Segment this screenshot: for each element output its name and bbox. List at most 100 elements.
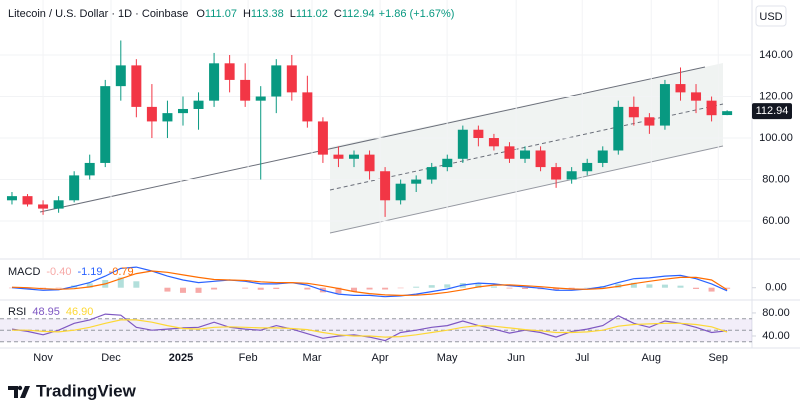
channel-fill <box>330 63 723 233</box>
candle-body <box>395 183 406 201</box>
candle-body <box>691 92 702 101</box>
histogram-bar <box>490 286 497 288</box>
currency-button[interactable] <box>755 5 787 27</box>
last-price-badge <box>752 103 792 120</box>
brand-logo <box>8 385 30 398</box>
histogram-bar <box>117 277 124 288</box>
x-tick-label: Sep <box>708 352 728 364</box>
pane-legend: RSI 48.95 46.90 <box>8 306 93 318</box>
series-line <box>12 319 728 338</box>
candle-body <box>628 106 639 118</box>
histogram-bar <box>8 287 15 289</box>
candle-body <box>582 162 593 172</box>
y-tick-label: 120.00 <box>759 90 793 102</box>
candle-body <box>597 150 608 163</box>
candle-body <box>69 175 80 201</box>
ohlc-label: O <box>196 8 205 20</box>
candle-body <box>240 79 251 101</box>
candle-body <box>722 111 733 116</box>
histogram-bar <box>366 287 373 290</box>
candle-body <box>411 179 422 184</box>
y-tick-label: 80.00 <box>762 173 790 185</box>
candle-body <box>551 167 562 180</box>
y-tick-label: 0.00 <box>765 282 786 294</box>
ohlc-value: 111.02 <box>296 8 328 20</box>
histogram-bar <box>133 281 140 288</box>
histogram-bar <box>693 287 700 289</box>
histogram-bar <box>195 287 202 293</box>
candle-body <box>426 167 437 180</box>
histogram-bar <box>211 287 218 290</box>
histogram-bar <box>630 282 637 288</box>
y-tick-label: 100.00 <box>759 132 793 144</box>
ohlc-value: 111.07 <box>205 8 237 20</box>
candle-body <box>349 154 360 159</box>
candle-body <box>146 106 157 122</box>
candle-body <box>22 196 33 205</box>
candle-body <box>706 100 717 116</box>
legend-value: -1.19 <box>77 266 102 278</box>
histogram-bar <box>382 287 389 290</box>
pane-title: RSI <box>8 306 26 318</box>
histogram-bar <box>304 287 311 290</box>
candle-body <box>286 65 297 93</box>
x-tick-label: Aug <box>641 352 661 364</box>
histogram-bar <box>86 283 93 288</box>
candle-body <box>131 65 142 107</box>
ohlc-label: L <box>290 8 296 20</box>
ohlc-value: 112.94 <box>342 8 375 20</box>
histogram-bar <box>55 287 62 289</box>
histogram-bar <box>397 287 404 289</box>
x-tick-label: Jul <box>575 352 589 364</box>
candle-body <box>193 100 204 109</box>
candle-body <box>177 108 188 114</box>
y-tick-label: 60.00 <box>762 215 790 227</box>
candle-body <box>209 63 220 101</box>
x-tick-label: Nov <box>33 352 53 364</box>
x-tick-label: Mar <box>303 352 322 364</box>
candle-body <box>317 121 328 155</box>
channel-lower <box>329 145 724 234</box>
x-tick-label: May <box>437 352 458 364</box>
candle-body <box>457 129 468 159</box>
y-tick-label: 40.00 <box>762 330 790 342</box>
series-line <box>11 313 728 342</box>
ohlc-label: C <box>334 8 342 20</box>
legend-value: -0.79 <box>109 266 134 278</box>
histogram-bar <box>242 287 249 289</box>
candle-body <box>271 65 282 97</box>
candle-body <box>520 150 531 159</box>
histogram-bar <box>24 287 31 289</box>
legend-value: 48.95 <box>32 306 60 318</box>
histogram-bar <box>413 286 420 288</box>
candle-body <box>675 84 686 93</box>
candle-body <box>535 150 546 168</box>
candle-body <box>613 106 624 151</box>
legend-value: -0.40 <box>46 266 71 278</box>
histogram-bar <box>257 287 264 290</box>
candle-body <box>488 138 499 147</box>
candle-body <box>224 63 235 80</box>
candle-body <box>659 84 670 126</box>
candle-body <box>302 92 313 122</box>
candle-body <box>364 154 375 172</box>
pane-legend: MACD -0.40 -1.19 -0.79 <box>8 266 134 278</box>
y-tick-label: 80.00 <box>762 307 790 319</box>
histogram-bar <box>273 287 280 289</box>
histogram-bar <box>475 283 482 288</box>
candle-body <box>566 171 577 180</box>
brand-name: TradingView <box>36 381 137 400</box>
histogram-bar <box>179 287 186 293</box>
candle-body <box>6 196 17 201</box>
histogram-bar <box>351 287 358 292</box>
trend-line <box>39 66 706 213</box>
candle-body <box>38 204 49 209</box>
histogram-bar <box>506 287 513 289</box>
histogram-bar <box>724 287 731 289</box>
histogram-bar <box>164 287 171 292</box>
ohlc-label: H <box>243 8 251 20</box>
histogram-bar <box>335 287 342 294</box>
last-price-label: 112.94 <box>756 105 789 117</box>
